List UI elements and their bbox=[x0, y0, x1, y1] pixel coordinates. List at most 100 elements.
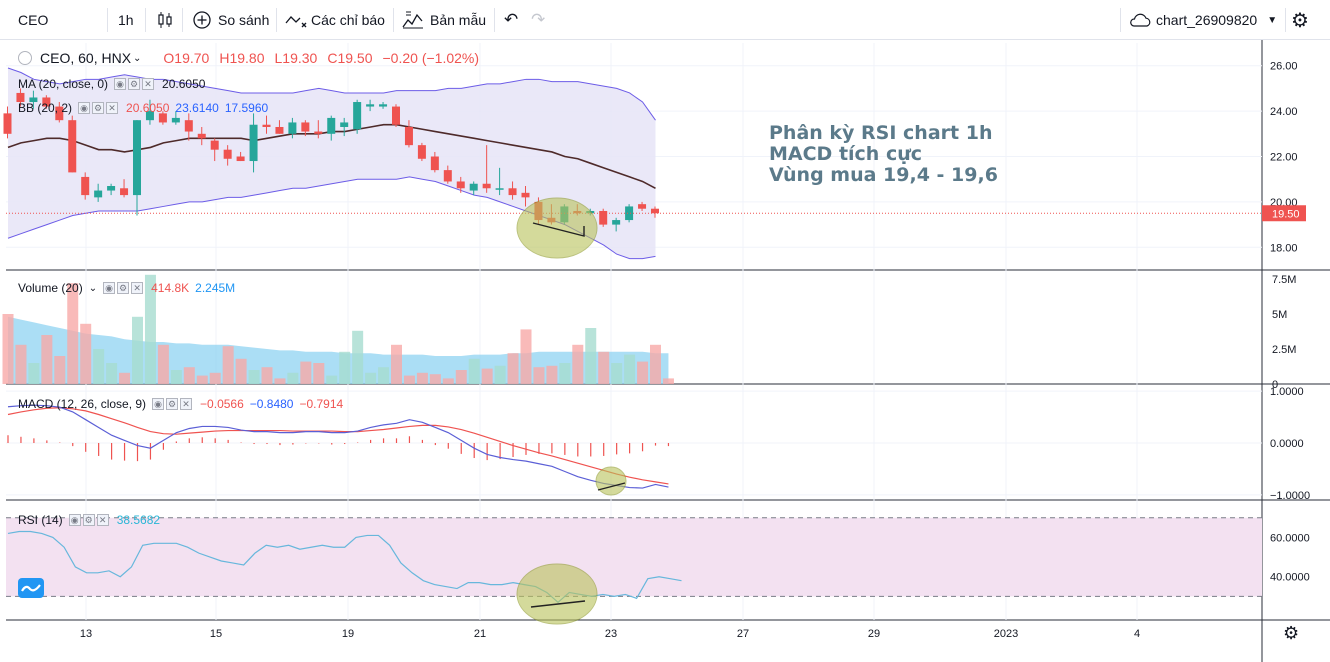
redo-icon: ↷ bbox=[531, 10, 546, 29]
divider bbox=[393, 8, 394, 32]
ohlc-low: L19.30 bbox=[274, 50, 318, 66]
volume-tick-label: 0 bbox=[1272, 379, 1278, 391]
volume-bar bbox=[662, 378, 674, 384]
rsi-legend: RSI (14) ◉ ⚙ ✕ 38.5682 bbox=[18, 513, 160, 527]
candle-body bbox=[94, 190, 103, 198]
volume-bar bbox=[507, 353, 519, 384]
volume-bar bbox=[54, 356, 66, 384]
gear-icon[interactable]: ⚙ bbox=[117, 282, 130, 294]
ohlc-high: H19.80 bbox=[219, 50, 265, 66]
candle-body bbox=[404, 126, 413, 146]
close-icon[interactable]: ✕ bbox=[180, 398, 193, 410]
symbol-search-button[interactable]: CEO bbox=[18, 0, 48, 40]
settings-button[interactable]: ⚙ bbox=[1291, 0, 1309, 40]
volume-legend: Volume (20) ⌄ ◉ ⚙ ✕ 414.8K 2.245M bbox=[18, 281, 235, 295]
time-tick-label: 23 bbox=[605, 628, 617, 640]
candle-body bbox=[327, 117, 336, 134]
symbol-info[interactable]: CEO, 60, HNX bbox=[40, 50, 132, 66]
redo-button[interactable]: ↷ bbox=[531, 0, 545, 40]
bb-name[interactable]: BB (20, 2) bbox=[18, 101, 73, 115]
volume-bar bbox=[442, 378, 454, 384]
candle-body bbox=[456, 181, 465, 189]
eye-icon[interactable]: ◉ bbox=[68, 514, 81, 526]
text-annotation[interactable]: Phân kỳ RSI chart 1h MACD tích cực Vùng … bbox=[769, 123, 998, 186]
candle-body bbox=[353, 102, 362, 130]
eye-icon[interactable]: ◉ bbox=[78, 102, 91, 114]
volume-bar bbox=[455, 370, 467, 384]
eye-icon[interactable]: ◉ bbox=[103, 282, 116, 294]
rsi-pane bbox=[6, 517, 1262, 604]
candle-body bbox=[469, 183, 478, 191]
time-axis: 13 15 19 21 23 27 29 2023 4 bbox=[80, 628, 1140, 640]
volume-bar bbox=[157, 344, 169, 384]
candle-body bbox=[366, 104, 375, 107]
gear-icon[interactable]: ⚙ bbox=[82, 514, 95, 526]
rsi-band bbox=[6, 517, 1262, 597]
annotation-line-2: MACD tích cực bbox=[769, 143, 922, 165]
close-icon[interactable]: ✕ bbox=[106, 102, 119, 114]
last-price-tag bbox=[1262, 205, 1306, 222]
candle-body bbox=[482, 183, 491, 189]
ohlc-close: C19.50 bbox=[327, 50, 373, 66]
divider bbox=[1120, 8, 1121, 32]
close-icon[interactable]: ✕ bbox=[131, 282, 144, 294]
rsi-value: 38.5682 bbox=[116, 513, 161, 527]
close-icon[interactable]: ✕ bbox=[142, 78, 155, 90]
volume-bar bbox=[378, 367, 390, 384]
candle-body bbox=[495, 188, 504, 190]
volume-bar bbox=[429, 374, 441, 384]
volume-name[interactable]: Volume (20) bbox=[18, 281, 83, 295]
candle-body bbox=[107, 186, 116, 191]
layout-button[interactable]: chart_26909820 ▼ bbox=[1128, 0, 1277, 40]
macd-name[interactable]: MACD (12, 26, close, 9) bbox=[18, 397, 147, 411]
eye-icon[interactable]: ◉ bbox=[114, 78, 127, 90]
gear-icon[interactable]: ⚙ bbox=[92, 102, 105, 114]
highlight-circle-price bbox=[516, 197, 598, 259]
templates-button[interactable]: Bản mẫu bbox=[402, 0, 486, 40]
candle-body bbox=[223, 149, 232, 159]
eye-icon[interactable]: ◉ bbox=[152, 398, 165, 410]
divider bbox=[107, 8, 108, 32]
candle-body bbox=[417, 145, 426, 159]
indicators-button[interactable]: Các chỉ báo bbox=[285, 0, 385, 40]
chart-canvas[interactable]: 26.0024.0022.0020.0018.0019.507.5M5M2.5M… bbox=[0, 40, 1330, 662]
change-value: −0.20 (−1.02%) bbox=[382, 50, 480, 66]
macd-line-value: −0.8480 bbox=[249, 397, 294, 411]
ma-name[interactable]: MA (20, close, 0) bbox=[18, 77, 109, 91]
candle-body bbox=[521, 192, 530, 198]
candle-body bbox=[508, 188, 517, 196]
undo-button[interactable]: ↶ bbox=[504, 0, 518, 40]
volume-bar bbox=[585, 328, 597, 384]
candles-icon bbox=[158, 12, 172, 28]
volume-bar bbox=[196, 375, 208, 384]
gear-icon[interactable]: ⚙ bbox=[128, 78, 141, 90]
gear-icon: ⚙ bbox=[1291, 9, 1309, 32]
divider bbox=[145, 8, 146, 32]
interval-button[interactable]: 1h bbox=[118, 0, 134, 40]
indicators-label: Các chỉ báo bbox=[311, 12, 385, 28]
macd-pane bbox=[7, 404, 670, 489]
axis-settings-button[interactable]: ⚙ bbox=[1283, 623, 1299, 644]
annotation-line-1: Phân kỳ RSI chart 1h bbox=[769, 122, 993, 144]
divider bbox=[182, 8, 183, 32]
candle-body bbox=[288, 122, 297, 134]
volume-bar bbox=[494, 365, 506, 384]
candle-body bbox=[133, 120, 141, 196]
rsi-name[interactable]: RSI (14) bbox=[18, 513, 63, 527]
chart-type-button[interactable] bbox=[156, 0, 174, 40]
bb-upper-line bbox=[7, 67, 656, 121]
gear-icon[interactable]: ⚙ bbox=[166, 398, 179, 410]
close-icon[interactable]: ✕ bbox=[96, 514, 109, 526]
ma-legend: MA (20, close, 0) ◉ ⚙ ✕ 20.6050 bbox=[18, 77, 205, 91]
volume-bar bbox=[481, 368, 493, 384]
compare-button[interactable]: So sánh bbox=[192, 0, 269, 40]
candle-body bbox=[638, 204, 647, 209]
highlight-circle-macd bbox=[595, 466, 627, 496]
tradingview-logo[interactable] bbox=[18, 578, 44, 598]
top-toolbar: CEO 1h So sánh Các chỉ báo Bản mẫu ↶ ↷ c… bbox=[0, 0, 1330, 40]
layout-name: chart_26909820 bbox=[1156, 12, 1258, 28]
divergence-line-macd bbox=[597, 482, 626, 491]
divider bbox=[494, 8, 495, 32]
candle-body bbox=[16, 92, 25, 103]
volume-bar bbox=[533, 367, 545, 384]
